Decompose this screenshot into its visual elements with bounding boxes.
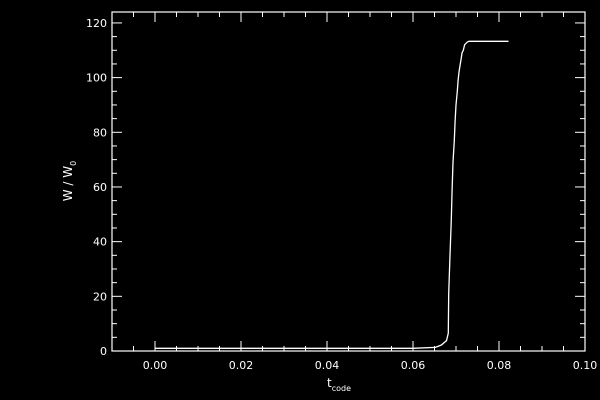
x-tick-label: 0.10 [573, 359, 598, 372]
y-tick-label: 40 [93, 236, 107, 249]
x-tick-label: 0.00 [143, 359, 168, 372]
y-tick-label: 80 [93, 126, 107, 139]
x-tick-label: 0.02 [229, 359, 254, 372]
y-tick-label: 20 [93, 290, 107, 303]
series-group [155, 40, 509, 349]
x-tick-label: 0.08 [487, 359, 512, 372]
x-axis-label: tcode [327, 376, 351, 393]
x-tick-label: 0.06 [401, 359, 426, 372]
x-tick-label: 0.04 [315, 359, 340, 372]
tick-labels: 0.00 0.02 0.04 0.06 0.08 0.10 0 20 40 60 80 100 120 [86, 17, 597, 372]
y-tick-label: 0 [100, 345, 107, 358]
y-axis-label: W / W0 [61, 161, 78, 202]
axes [111, 11, 586, 352]
series-line [155, 40, 509, 349]
y-tick-label: 60 [93, 181, 107, 194]
ticks [111, 12, 586, 352]
y-tick-label: 100 [86, 72, 107, 85]
plot-frame [111, 11, 586, 352]
y-tick-label: 120 [86, 17, 107, 30]
